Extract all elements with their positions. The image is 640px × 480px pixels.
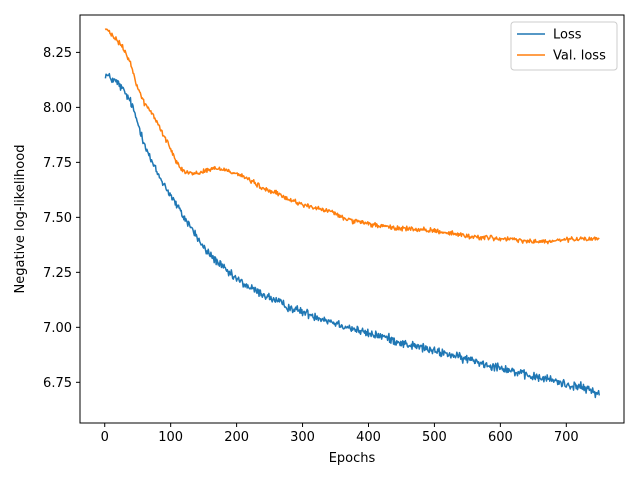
legend-entry-label: Loss <box>553 28 582 43</box>
y-tick-label: 7.50 <box>43 211 72 226</box>
legend: Loss Val. loss <box>510 21 618 71</box>
plot-frame <box>79 14 625 424</box>
y-tick-label: 7.25 <box>43 266 72 281</box>
x-tick-label: 100 <box>158 430 183 445</box>
x-tick-label: 300 <box>290 430 315 445</box>
series-line-1 <box>104 28 600 245</box>
plot-lines <box>104 28 601 399</box>
legend-entry-label: Val. loss <box>553 49 606 64</box>
x-tick-label: 600 <box>488 430 513 445</box>
x-tick-label: 500 <box>422 430 447 445</box>
x-tick-label: 200 <box>224 430 249 445</box>
series-line-0 <box>104 72 601 399</box>
x-axis-label: Epochs <box>329 451 376 466</box>
y-tick-label: 6.75 <box>43 376 72 391</box>
x-tick-label: 400 <box>356 430 381 445</box>
x-tick-label: 700 <box>554 430 579 445</box>
x-tick-label: 0 <box>101 430 109 445</box>
y-tick-label: 8.00 <box>43 101 72 116</box>
y-tick-label: 7.75 <box>43 156 72 171</box>
y-axis: 6.75 7.00 7.25 7.50 7.75 8.00 8.25 <box>43 46 80 391</box>
y-tick-label: 8.25 <box>43 46 72 61</box>
y-tick-label: 7.00 <box>43 321 72 336</box>
x-axis: 0 100 200 300 400 500 600 700 <box>101 423 579 445</box>
y-axis-label: Negative log-likelihood <box>13 145 28 294</box>
